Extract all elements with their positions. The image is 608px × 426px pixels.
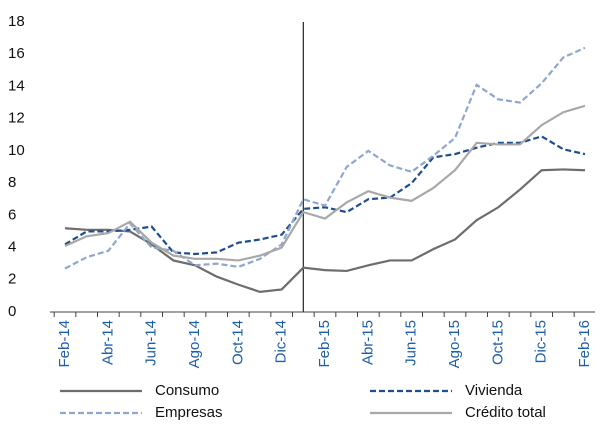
y-tick-label: 8: [8, 174, 16, 191]
x-tick-label: Dic-15: [533, 320, 550, 363]
series-line: [64, 104, 586, 262]
y-tick-label: 6: [8, 206, 16, 223]
x-tick-label: Oct-15: [489, 320, 506, 365]
legend-label: Consumo: [155, 382, 219, 399]
y-tick-label: 4: [8, 239, 16, 256]
x-tick-label: Abr-14: [99, 320, 116, 365]
x-tick-label: Abr-15: [359, 320, 376, 365]
x-tick-label: Jun-15: [403, 320, 420, 366]
y-tick-label: 2: [8, 271, 16, 288]
series-line: [64, 46, 586, 270]
x-tick-label: Feb-16: [576, 320, 593, 368]
series-line: [64, 135, 586, 256]
x-tick-label: Feb-14: [56, 320, 73, 368]
y-tick-label: 12: [8, 110, 25, 127]
x-tick-label: Feb-15: [316, 320, 333, 368]
y-tick-label: 10: [8, 142, 25, 159]
y-tick-label: 0: [8, 303, 16, 320]
y-tick-label: 18: [8, 13, 25, 30]
x-tick-label: Ago-15: [446, 320, 463, 368]
y-tick-label: 16: [8, 45, 25, 62]
x-tick-label: Dic-14: [273, 320, 290, 363]
series-line: [64, 168, 586, 293]
legend-label: Vivienda: [465, 382, 523, 399]
legend-label: Crédito total: [465, 404, 546, 421]
x-tick-label: Ago-14: [186, 320, 203, 368]
x-tick-label: Jun-14: [143, 320, 160, 366]
y-tick-label: 14: [8, 77, 25, 94]
x-tick-label: Oct-14: [229, 320, 246, 365]
legend-label: Empresas: [155, 404, 223, 421]
